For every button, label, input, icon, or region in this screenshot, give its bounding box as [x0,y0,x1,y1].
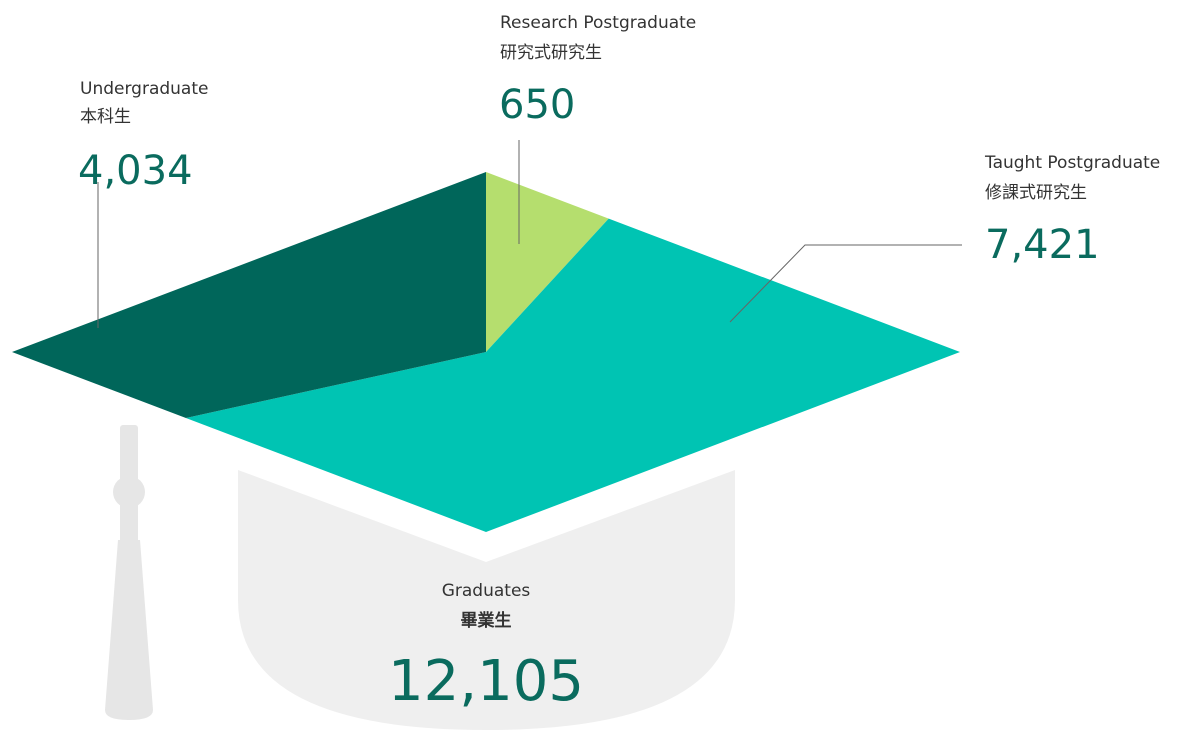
label-zh: 研究式研究生 [500,43,602,63]
value-label: 7,421 [985,222,1100,268]
label: Undergraduate [80,79,208,99]
cap-body [238,470,735,730]
tassel [105,425,153,720]
value-label: 650 [499,82,575,128]
label: Taught Postgraduate [984,153,1160,173]
label-zh: 修課式研究生 [985,183,1087,203]
label-zh: 本科生 [80,107,131,127]
total-label: 12,105 [388,649,584,714]
total-name: Graduates [442,581,531,601]
label: Research Postgraduate [500,13,696,33]
leader-line [729,244,962,323]
value-label: 4,034 [78,148,193,194]
total-name-zh: 畢業生 [461,610,512,631]
